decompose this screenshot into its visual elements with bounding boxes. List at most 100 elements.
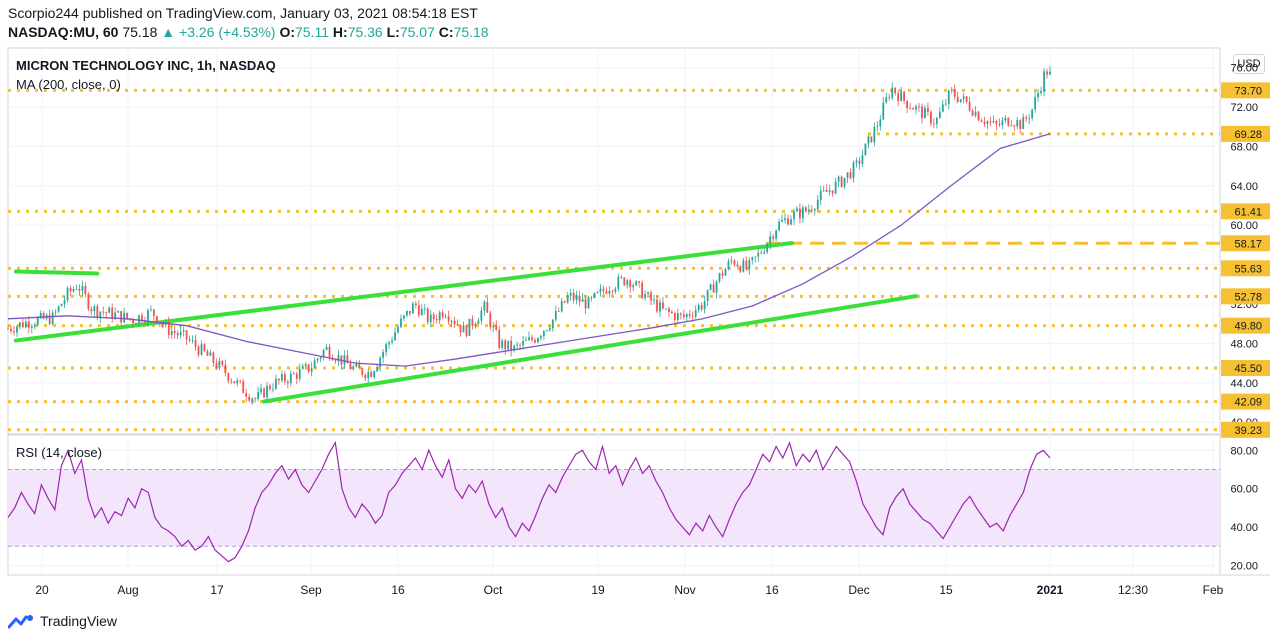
candle-body: [486, 301, 489, 313]
moving-average: [7, 133, 1051, 367]
candle-body: [1016, 120, 1019, 127]
candle-body: [477, 320, 480, 324]
candle-body: [236, 380, 239, 384]
time-tick-label: 12:30: [1118, 583, 1148, 597]
candle-body: [715, 281, 718, 293]
candle-body: [93, 306, 96, 312]
candle-body: [319, 357, 322, 359]
candle-body: [1022, 117, 1025, 129]
price-tick-label: 68.00: [1230, 141, 1258, 153]
candle-body: [304, 364, 307, 366]
candle-body: [173, 331, 176, 334]
candle-body: [155, 316, 158, 324]
candle-body: [864, 143, 867, 156]
candle-body: [977, 111, 980, 121]
time-tick-label: Oct: [484, 583, 503, 597]
candle-body: [182, 330, 185, 332]
candle-body: [671, 311, 673, 314]
candle-body: [736, 264, 739, 267]
time-tick-label: Sep: [300, 583, 322, 597]
candle-body: [554, 311, 557, 320]
ma-legend[interactable]: MA (200, close, 0): [16, 77, 121, 92]
candle-body: [212, 352, 215, 363]
trendline[interactable]: [13, 240, 794, 343]
candle-body: [84, 286, 87, 295]
candle-body: [141, 315, 143, 322]
candle-body: [563, 301, 566, 303]
candle-body: [462, 325, 465, 333]
candle-body: [691, 315, 694, 317]
candle-body: [147, 310, 149, 322]
trendline[interactable]: [13, 269, 100, 276]
candle-body: [337, 355, 340, 362]
candle-body: [545, 330, 548, 331]
trendlines[interactable]: [13, 240, 919, 404]
candle-body: [721, 273, 724, 276]
candle-body: [152, 309, 155, 317]
candle-body: [653, 299, 655, 301]
candle-body: [289, 373, 292, 384]
horizontal-levels[interactable]: [8, 88, 1220, 432]
candle-body: [144, 321, 146, 323]
candle-body: [96, 306, 99, 317]
candle-body: [706, 289, 709, 302]
high-label: H:: [332, 24, 348, 40]
candle-body: [799, 208, 801, 219]
candle-body: [593, 292, 596, 298]
candle-body: [221, 361, 224, 365]
candle-body: [879, 119, 882, 127]
candle-body: [822, 189, 825, 191]
candle-body: [185, 330, 188, 340]
price-series: [7, 66, 1051, 405]
candle-body: [849, 172, 852, 179]
candle-body: [325, 346, 328, 350]
candle-body: [900, 91, 903, 102]
candle-body: [358, 364, 361, 369]
price-tick-label: 60.00: [1230, 220, 1258, 232]
candle-body: [581, 298, 584, 302]
candle-body: [69, 287, 72, 292]
candle-body: [292, 373, 295, 375]
candle-body: [790, 219, 792, 225]
candle-body: [528, 337, 530, 341]
candle-body: [551, 319, 554, 329]
candle-body: [280, 374, 283, 381]
candle-body: [218, 361, 221, 368]
trendline[interactable]: [262, 294, 919, 404]
candle-body: [566, 295, 569, 303]
candle-body: [897, 93, 900, 102]
level-tag: [1221, 260, 1270, 277]
candle-body: [27, 321, 30, 328]
candle-body: [1028, 118, 1031, 119]
tradingview-brand[interactable]: TradingView: [40, 613, 118, 629]
price-chart[interactable]: 40.0042.0044.0048.0052.0056.0060.0064.00…: [0, 0, 1280, 610]
level-tag-label: 69.28: [1234, 129, 1262, 141]
level-tag: [1221, 317, 1270, 334]
level-tag: [1221, 360, 1270, 377]
candle-body: [641, 282, 644, 299]
rsi-axis[interactable]: 20.00 40.00 60.00 80.00: [1230, 445, 1258, 572]
rsi-legend[interactable]: RSI (14, close): [16, 445, 102, 460]
time-axis[interactable]: 20 Aug 17 Sep 16 Oct 19 Nov 16 Dec 15 2021 12:30 Feb: [35, 583, 1223, 597]
currency-button[interactable]: USD: [1233, 54, 1265, 74]
price-pane[interactable]: [7, 47, 1221, 435]
symbol-name[interactable]: NASDAQ:MU, 60: [8, 24, 119, 40]
candle-body: [224, 364, 227, 374]
candle-body: [739, 266, 742, 272]
candle-body: [39, 313, 42, 318]
candle-body: [19, 322, 21, 327]
candle-body: [605, 291, 608, 294]
candle-body: [117, 311, 120, 313]
candle-body: [176, 333, 179, 336]
candle-body: [1043, 71, 1045, 92]
candle-body: [950, 89, 953, 91]
candle-body: [406, 310, 408, 316]
level-tag: [1221, 235, 1270, 252]
candle-body: [694, 310, 697, 317]
candle-body: [938, 111, 941, 119]
time-tick-label: 2021: [1037, 583, 1064, 597]
candle-body: [170, 331, 173, 335]
candle-body: [959, 99, 962, 102]
candle-body: [754, 256, 757, 258]
low-label: L:: [386, 24, 400, 40]
